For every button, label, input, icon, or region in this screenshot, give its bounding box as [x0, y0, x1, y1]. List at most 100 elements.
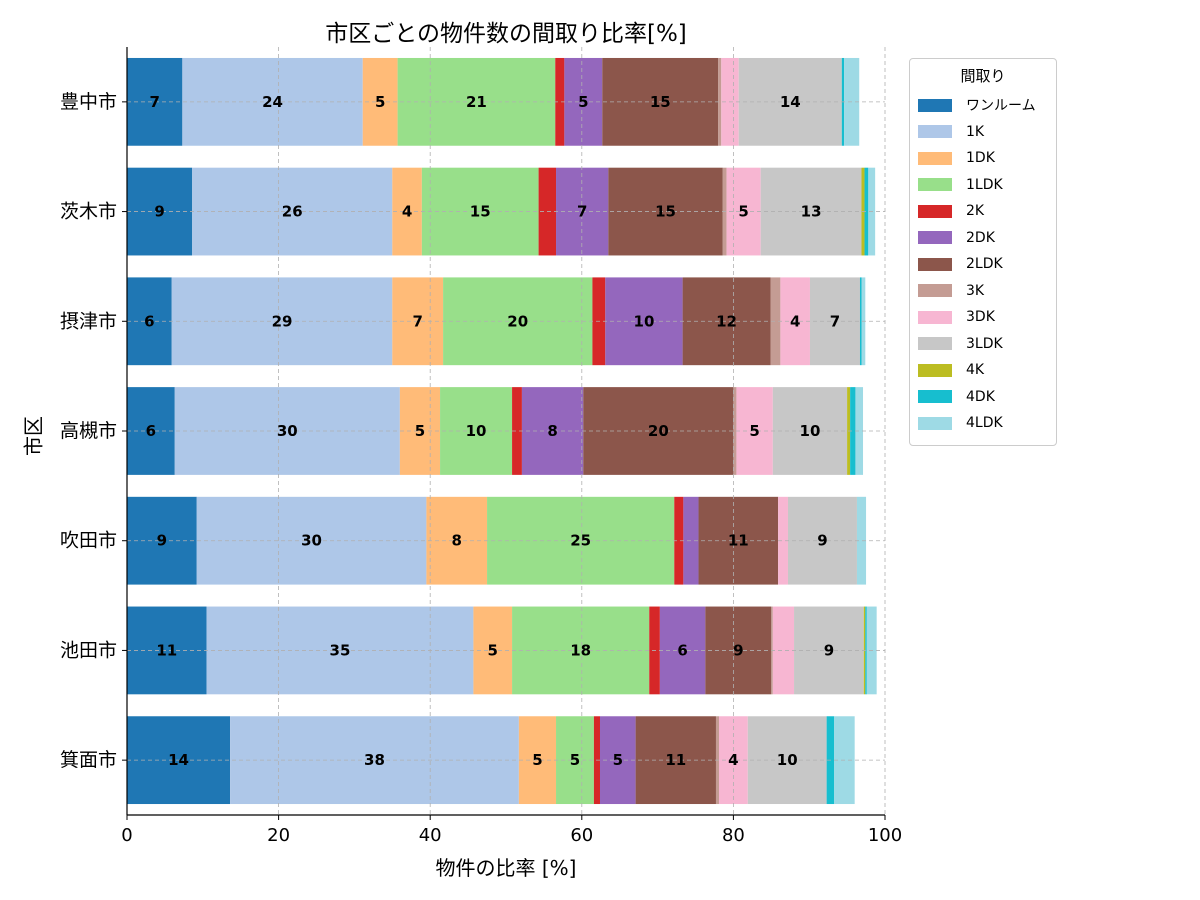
bar-segment	[521, 387, 584, 475]
x-tick-label: 80	[722, 825, 745, 846]
legend-item: 3K	[910, 278, 1056, 305]
bar-segment	[487, 496, 675, 585]
data-label: 30	[277, 422, 298, 440]
legend-item: 1LDK	[910, 172, 1056, 199]
legend-item: 1DK	[910, 145, 1056, 172]
data-label: 24	[262, 93, 283, 111]
legend-swatch	[918, 98, 952, 112]
data-label: 7	[149, 93, 159, 111]
data-label: 15	[650, 93, 671, 111]
data-label: 13	[801, 203, 822, 221]
legend-item: 4LDK	[910, 410, 1056, 437]
legend-item: 4DK	[910, 384, 1056, 411]
legend-swatch	[918, 363, 952, 377]
data-label: 5	[532, 751, 542, 769]
data-label: 5	[415, 422, 425, 440]
data-label: 5	[488, 641, 498, 659]
data-label: 18	[570, 641, 591, 659]
data-label: 9	[157, 532, 167, 550]
data-label: 30	[301, 532, 322, 550]
data-label: 7	[577, 203, 587, 221]
x-tick-label: 100	[868, 825, 902, 846]
legend-label: 2K	[966, 203, 985, 220]
data-label: 20	[648, 422, 669, 440]
legend-swatch	[918, 337, 952, 351]
legend-item: 4K	[910, 357, 1056, 384]
bar-segment	[770, 277, 781, 366]
legend-swatch	[918, 390, 952, 404]
data-label: 10	[634, 312, 655, 330]
data-label: 14	[780, 93, 801, 111]
legend-swatch	[918, 310, 952, 324]
legend-item: 2DK	[910, 225, 1056, 252]
legend-item: ワンルーム	[910, 92, 1056, 119]
bar-segment	[772, 606, 795, 695]
data-label: 6	[144, 312, 154, 330]
data-label: 5	[570, 751, 580, 769]
data-label: 8	[452, 532, 462, 550]
legend-swatch	[918, 231, 952, 245]
x-tick-label: 0	[121, 825, 132, 846]
legend-label: 1LDK	[966, 176, 1003, 193]
y-axis-label: 市区	[21, 416, 46, 456]
y-tick-label: 豊中市	[60, 91, 117, 113]
data-label: 8	[547, 422, 557, 440]
legend-swatch	[918, 416, 952, 430]
bar-segment	[856, 496, 867, 585]
y-tick-label: 摂津市	[60, 310, 117, 332]
data-label: 9	[824, 641, 834, 659]
data-label: 15	[470, 203, 491, 221]
legend-swatch	[918, 257, 952, 271]
legend-label: 3LDK	[966, 335, 1003, 352]
legend-swatch	[918, 178, 952, 192]
bar-segment	[778, 496, 788, 585]
bar-segment	[674, 496, 684, 585]
data-label: 12	[716, 312, 737, 330]
legend-item: 2LDK	[910, 251, 1056, 278]
legend-label: ワンルーム	[966, 98, 1036, 115]
data-label: 14	[168, 751, 189, 769]
data-label: 4	[790, 312, 800, 330]
data-label: 6	[146, 422, 156, 440]
data-label: 35	[330, 641, 351, 659]
legend-item: 3DK	[910, 304, 1056, 331]
bar-segment	[718, 57, 722, 146]
data-label: 26	[282, 203, 303, 221]
data-label: 15	[655, 203, 676, 221]
legend-swatch	[918, 151, 952, 165]
data-label: 25	[570, 532, 591, 550]
y-tick-label: 吹田市	[60, 530, 117, 552]
bar-segment	[399, 387, 441, 475]
x-tick-label: 60	[570, 825, 593, 846]
data-label: 7	[412, 312, 422, 330]
y-tick-label: 茨木市	[60, 201, 117, 223]
bar-segment	[859, 277, 862, 366]
x-tick-label: 40	[419, 825, 442, 846]
x-axis-label: 物件の比率 [%]	[435, 856, 577, 880]
bar-segment	[855, 387, 864, 475]
data-label: 11	[728, 532, 749, 550]
data-label: 5	[749, 422, 759, 440]
legend-label: 4DK	[966, 388, 995, 405]
bar-segment	[733, 387, 737, 475]
legend-swatch	[918, 284, 952, 298]
x-tick-label: 20	[267, 825, 290, 846]
data-label: 4	[402, 203, 412, 221]
data-label: 20	[507, 312, 528, 330]
data-label: 5	[738, 203, 748, 221]
data-label: 38	[364, 751, 385, 769]
bar-segment	[864, 167, 869, 256]
legend-label: 4K	[966, 362, 985, 379]
y-tick-label: 高槻市	[60, 420, 117, 442]
bar-segment	[850, 387, 856, 475]
data-label: 6	[677, 641, 687, 659]
data-label: 5	[375, 93, 385, 111]
data-label: 29	[272, 312, 293, 330]
legend-label: 1DK	[966, 150, 995, 167]
bar-segment	[512, 387, 522, 475]
y-tick-label: 箕面市	[60, 749, 117, 771]
chart-title: 市区ごとの物件数の間取り比率[%]	[325, 21, 687, 47]
legend-label: 2DK	[966, 229, 995, 246]
legend-swatch	[918, 204, 952, 218]
bar-segment	[555, 57, 565, 146]
